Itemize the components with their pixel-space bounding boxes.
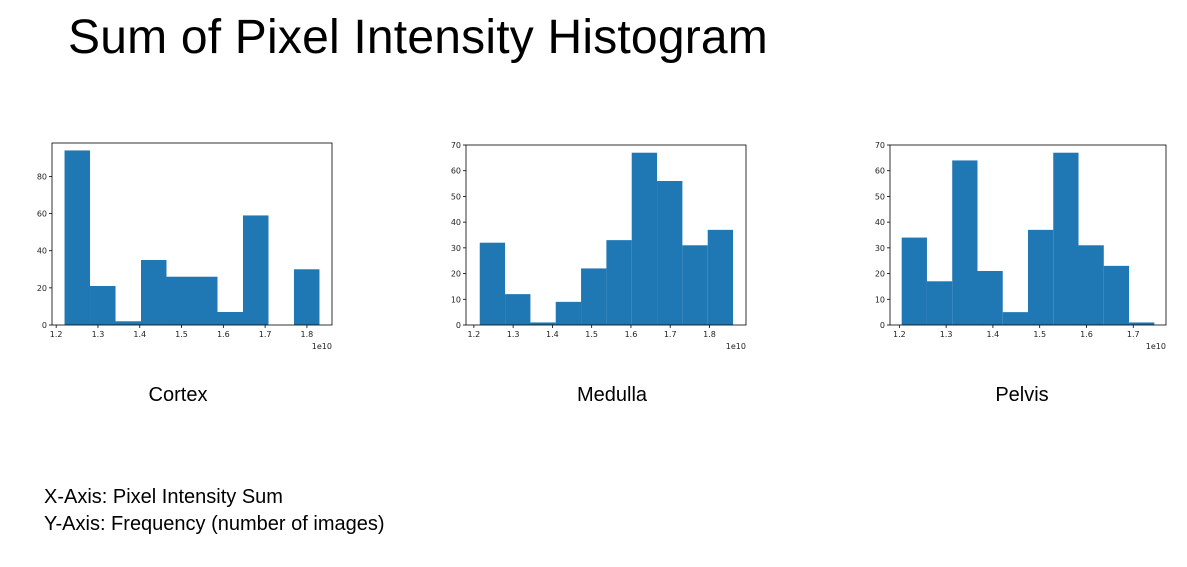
medulla-bar-2 (530, 322, 556, 325)
cortex-ytick-label-3: 60 (37, 210, 47, 219)
cortex-ytick-label-2: 40 (37, 247, 47, 256)
pelvis-xtick-label-2: 1.4 (987, 330, 1000, 339)
cortex-bar-0 (64, 150, 91, 325)
medulla-xtick-label-3: 1.5 (585, 330, 598, 339)
pelvis-xtick-label-0: 1.2 (893, 330, 906, 339)
medulla-ytick-label-6: 60 (451, 167, 461, 176)
medulla-xtick-label-6: 1.8 (703, 330, 716, 339)
y-axis-note: Y-Axis: Frequency (number of images) (44, 513, 385, 535)
cortex-bar-6 (217, 312, 243, 325)
medulla-bar-6 (631, 152, 658, 325)
pelvis-ytick-label-4: 40 (875, 218, 885, 227)
medulla-ytick-label-3: 30 (451, 244, 461, 253)
cortex-ytick-label-4: 80 (37, 172, 47, 181)
medulla-bar-1 (505, 294, 531, 325)
pelvis-ytick-label-1: 10 (875, 295, 885, 304)
medulla-ytick-label-0: 0 (456, 321, 461, 330)
medulla-ytick-label-7: 70 (451, 141, 461, 150)
cortex-xtick-label-1: 1.3 (92, 330, 105, 339)
cortex-xtick-label-4: 1.6 (217, 330, 230, 339)
cortex-xtick-label-2: 1.4 (133, 330, 146, 339)
cortex-xtick-label-6: 1.8 (301, 330, 314, 339)
slide-title: Sum of Pixel Intensity Histogram (68, 11, 768, 64)
pelvis-bar-2 (952, 160, 978, 325)
cortex-plot-frame (51, 142, 333, 326)
pelvis-caption: Pelvis (995, 384, 1049, 406)
cortex-bar-2 (115, 321, 142, 325)
pelvis-ytick-label-3: 30 (875, 244, 885, 253)
pelvis-ytick-label-2: 20 (875, 270, 885, 279)
cortex-xtick-label-0: 1.2 (50, 330, 63, 339)
medulla-xtick-label-4: 1.6 (625, 330, 638, 339)
pelvis-plot-frame (889, 144, 1167, 326)
cortex-bar-1 (90, 286, 116, 325)
medulla-ytick-label-5: 50 (451, 192, 461, 201)
medulla-bar-9 (707, 229, 734, 325)
pelvis-bar-5 (1028, 229, 1054, 325)
pelvis-bar-8 (1103, 265, 1130, 325)
pelvis-ytick-label-6: 60 (875, 167, 885, 176)
cortex-bar-9 (293, 269, 320, 325)
pelvis-bar-4 (1002, 312, 1028, 325)
medulla-bar-0 (479, 242, 506, 325)
x-axis-note: X-Axis: Pixel Intensity Sum (44, 486, 283, 508)
medulla-caption: Medulla (576, 384, 648, 406)
pelvis-xtick-label-1: 1.3 (940, 330, 953, 339)
pelvis-bar-9 (1129, 322, 1155, 325)
cortex-bar-3 (141, 260, 167, 325)
medulla-plot-frame (465, 144, 747, 326)
cortex-caption: Cortex (148, 384, 208, 406)
pelvis-ytick-label-5: 50 (875, 192, 885, 201)
cortex-x-offset-label: 1e10 (312, 342, 332, 351)
medulla-ytick-label-1: 10 (451, 295, 461, 304)
medulla-xtick-label-5: 1.7 (664, 330, 677, 339)
cortex-xtick-label-3: 1.5 (175, 330, 188, 339)
cortex-bar-7 (242, 215, 269, 325)
medulla-xtick-label-2: 1.4 (546, 330, 559, 339)
pelvis-xtick-label-4: 1.6 (1080, 330, 1093, 339)
cortex-bar-5 (192, 276, 218, 325)
cortex-bar-4 (166, 276, 192, 325)
pelvis-xtick-label-5: 1.7 (1127, 330, 1140, 339)
medulla-x-offset-label: 1e10 (726, 342, 746, 351)
medulla-bar-5 (606, 240, 632, 325)
medulla-bar-4 (581, 268, 607, 325)
pelvis-bar-7 (1078, 245, 1104, 325)
medulla-bar-3 (555, 301, 582, 325)
medulla-xtick-label-0: 1.2 (467, 330, 480, 339)
medulla-ytick-label-2: 20 (451, 270, 461, 279)
pelvis-x-offset-label: 1e10 (1146, 342, 1166, 351)
medulla-xtick-label-1: 1.3 (507, 330, 520, 339)
pelvis-ytick-label-7: 70 (875, 141, 885, 150)
pelvis-bar-3 (977, 271, 1003, 325)
pelvis-xtick-label-3: 1.5 (1033, 330, 1046, 339)
medulla-bar-8 (682, 245, 708, 325)
medulla-bar-7 (657, 181, 683, 325)
pelvis-bar-1 (926, 281, 953, 325)
cortex-ytick-label-0: 0 (42, 321, 47, 330)
pelvis-bar-6 (1053, 152, 1079, 325)
medulla-ytick-label-4: 40 (451, 218, 461, 227)
cortex-xtick-label-5: 1.7 (259, 330, 272, 339)
cortex-ytick-label-1: 20 (37, 284, 47, 293)
pelvis-ytick-label-0: 0 (880, 321, 885, 330)
pelvis-bar-0 (901, 237, 927, 325)
